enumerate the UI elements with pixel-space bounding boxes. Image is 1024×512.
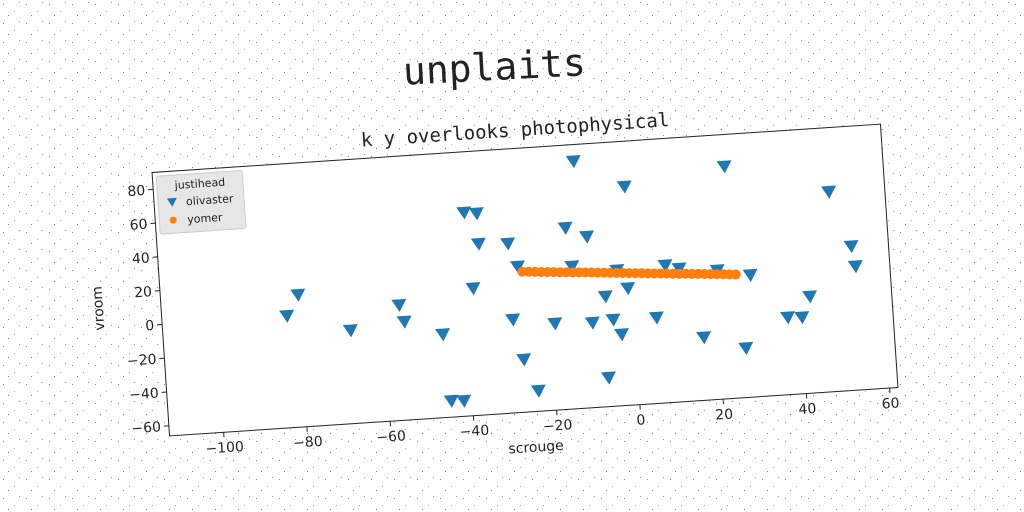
legend-marker — [166, 197, 177, 207]
scatter-point — [821, 185, 837, 199]
scatter-point — [843, 239, 859, 254]
scatter-point — [435, 328, 451, 342]
scatter-point — [794, 311, 810, 325]
y-axis-label: vroom — [89, 286, 108, 331]
y-tick-label: 80 — [127, 183, 146, 200]
scatter-point — [279, 309, 295, 323]
scatter-point — [716, 160, 732, 174]
scatter-point — [605, 313, 621, 327]
scatter-point — [468, 207, 484, 221]
legend-marker — [169, 216, 177, 224]
scatter-point — [530, 384, 546, 398]
scatter-point — [391, 298, 407, 313]
x-tick-label: −40 — [459, 423, 490, 441]
y-tick-label: −20 — [126, 352, 157, 370]
legend-label: yomer — [187, 211, 224, 226]
x-tick-label: −20 — [542, 417, 573, 435]
scatter-point — [547, 317, 563, 331]
scatter-point — [443, 394, 459, 408]
x-tick-label: −60 — [376, 428, 407, 446]
y-tick-label: −40 — [129, 386, 160, 404]
y-tick-label: −60 — [131, 419, 162, 437]
x-tick-label: 0 — [636, 412, 646, 429]
scatter-point — [470, 237, 486, 251]
scatter-point — [505, 313, 521, 327]
scatter-point — [616, 180, 632, 194]
y-tick-label: 20 — [134, 284, 153, 301]
scatter-point — [579, 230, 595, 244]
x-tick-label: −80 — [293, 434, 324, 452]
scatter-point — [516, 353, 532, 367]
scatter-point — [780, 311, 796, 325]
scatter-point — [290, 288, 306, 302]
y-tick-label: 60 — [129, 217, 148, 234]
scatter-point — [565, 154, 581, 169]
scatter-point — [696, 331, 712, 345]
scatter-point — [509, 260, 525, 274]
scatter-point — [597, 290, 613, 304]
plot-area: k y overlooks photophysical scrouge vroo… — [89, 109, 900, 458]
y-tick-label: 0 — [145, 318, 155, 335]
scatter-point — [465, 282, 481, 296]
y-tick-label: 40 — [131, 250, 150, 267]
scatter-point — [557, 221, 573, 235]
x-tick-label: −100 — [205, 439, 244, 458]
scatter-point — [456, 394, 472, 408]
scatter-point — [847, 260, 863, 274]
scatter-point — [500, 237, 516, 251]
scatter-point — [342, 324, 358, 338]
scatter-point — [802, 290, 818, 304]
x-tick-label: 20 — [715, 407, 734, 424]
x-axis-label: scrouge — [508, 438, 564, 458]
x-tick-label: 40 — [798, 401, 817, 418]
scatter-point — [613, 328, 629, 342]
scatter-point — [742, 268, 758, 282]
scatter-point — [738, 341, 754, 356]
scatter-point — [456, 206, 472, 220]
scatter-point — [584, 316, 600, 330]
scatter-point — [564, 260, 580, 274]
scatter-point — [600, 371, 616, 385]
axes-frame — [151, 123, 899, 437]
scatter-point — [730, 269, 741, 280]
scatter-point — [648, 311, 664, 325]
legend-box — [155, 170, 247, 235]
legend-label: olivaster — [186, 192, 235, 208]
scatter-point — [620, 281, 636, 296]
chart-title: unplaits — [402, 40, 587, 94]
legend-title: justihead — [173, 176, 225, 192]
scatter-point — [657, 259, 673, 273]
x-tick-label: 60 — [881, 395, 900, 412]
scatter-point — [396, 315, 412, 329]
